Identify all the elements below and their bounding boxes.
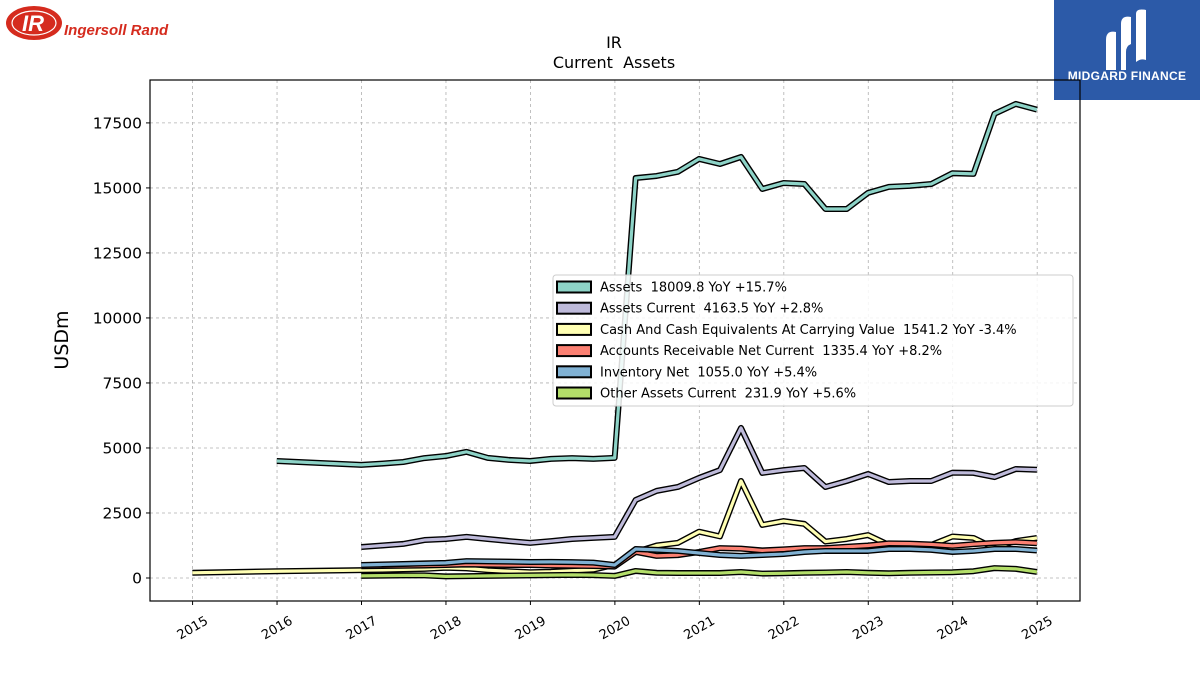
legend-series-name: Assets Current bbox=[600, 302, 695, 317]
midgard-monogram-icon bbox=[1106, 9, 1146, 70]
legend-yoy-label: YoY bbox=[746, 365, 769, 380]
x-tick-label: 2015 bbox=[175, 614, 211, 644]
series-line-inventory-net bbox=[361, 547, 1038, 567]
legend-yoy-label: YoY bbox=[785, 387, 808, 402]
legend-label: Assets 18009.8 YoY +15.7% bbox=[600, 281, 787, 296]
legend-entry: Assets Current 4163.5 YoY +2.8% bbox=[556, 301, 823, 317]
legend-label: Assets Current 4163.5 YoY +2.8% bbox=[600, 302, 823, 317]
legend-latest-value: 1335.4 bbox=[822, 344, 868, 359]
chart-title: IR bbox=[606, 33, 622, 52]
legend-yoy-value: +8.2% bbox=[898, 344, 942, 359]
ingersoll-rand-logo: IR Ingersoll Rand bbox=[6, 6, 169, 40]
legend-yoy-label: YoY bbox=[707, 281, 730, 296]
series-line-assets-current bbox=[361, 426, 1038, 549]
y-axis-label: USDm bbox=[51, 310, 73, 369]
series-line-other-assets-current bbox=[361, 566, 1038, 579]
midgard-finance-logo: MIDGARD FINANCE bbox=[1054, 0, 1200, 100]
y-tick-label: 5000 bbox=[103, 439, 142, 457]
legend-yoy-value: +5.6% bbox=[812, 387, 856, 402]
legend-label: Accounts Receivable Net Current 1335.4 Y… bbox=[600, 344, 942, 359]
legend-yoy-value: +5.4% bbox=[773, 365, 817, 380]
legend-latest-value: 1541.2 bbox=[903, 323, 949, 338]
legend-latest-value: 4163.5 bbox=[704, 302, 750, 317]
legend-yoy-label: YoY bbox=[752, 302, 775, 317]
ir-logo-oval-icon bbox=[6, 6, 62, 40]
legend-swatch bbox=[556, 386, 592, 400]
series-lines bbox=[192, 100, 1038, 580]
legend-entry: Other Assets Current 231.9 YoY +5.6% bbox=[556, 386, 856, 402]
legend-entry: Inventory Net 1055.0 YoY +5.4% bbox=[556, 365, 817, 380]
y-tick-label: 10000 bbox=[93, 309, 142, 327]
x-tick-label: 2019 bbox=[513, 614, 549, 644]
x-tick-label: 2022 bbox=[766, 614, 802, 644]
legend-entry: Accounts Receivable Net Current 1335.4 Y… bbox=[556, 344, 942, 359]
x-tick-label: 2025 bbox=[1019, 614, 1055, 644]
y-tick-label: 12500 bbox=[93, 244, 142, 262]
legend: Assets 18009.8 YoY +15.7% Assets Current … bbox=[552, 274, 1074, 407]
legend-series-name: Accounts Receivable Net Current bbox=[600, 344, 814, 359]
legend-series-name: Cash And Cash Equivalents At Carrying Va… bbox=[600, 323, 895, 338]
legend-yoy-label: YoY bbox=[871, 344, 894, 359]
x-tick-label: 2020 bbox=[597, 614, 633, 644]
x-tick-label: 2021 bbox=[682, 614, 718, 644]
midgard-logo-wordmark: MIDGARD FINANCE bbox=[1068, 69, 1187, 83]
x-tick-label: 2016 bbox=[259, 614, 295, 644]
series-line-assets bbox=[276, 102, 1038, 467]
chart-subtitle: Current Assets bbox=[553, 53, 675, 72]
y-tick-label: 17500 bbox=[93, 114, 142, 132]
legend-yoy-value: +15.7% bbox=[735, 281, 787, 296]
ir-logo-ring-icon bbox=[11, 10, 57, 36]
legend-latest-value: 18009.8 bbox=[651, 281, 705, 296]
legend-swatch bbox=[556, 280, 592, 294]
y-tick-label: 7500 bbox=[103, 374, 142, 392]
legend-entry: Assets 18009.8 YoY +15.7% bbox=[556, 280, 787, 296]
x-tick-label: 2023 bbox=[850, 614, 886, 644]
y-tick-label: 0 bbox=[132, 569, 142, 587]
legend-yoy-value: -3.4% bbox=[979, 323, 1017, 338]
y-tick-label: 15000 bbox=[93, 179, 142, 197]
legend-box bbox=[552, 274, 1074, 407]
legend-series-name: Other Assets Current bbox=[600, 387, 736, 402]
legend-label: Other Assets Current 231.9 YoY +5.6% bbox=[600, 387, 856, 402]
legend-latest-value: 1055.0 bbox=[697, 365, 743, 380]
legend-entry: Cash And Cash Equivalents At Carrying Va… bbox=[556, 322, 1017, 338]
legend-yoy-value: +2.8% bbox=[779, 302, 823, 317]
x-tick-label: 2017 bbox=[344, 614, 380, 644]
legend-swatch bbox=[556, 344, 592, 358]
legend-swatch bbox=[556, 301, 592, 315]
legend-yoy-label: YoY bbox=[952, 323, 975, 338]
legend-label: Inventory Net 1055.0 YoY +5.4% bbox=[600, 365, 817, 380]
legend-series-name: Assets bbox=[600, 281, 643, 296]
legend-swatch bbox=[556, 322, 592, 336]
legend-swatch bbox=[556, 365, 592, 379]
ir-logo-wordmark: Ingersoll Rand bbox=[64, 22, 169, 39]
legend-latest-value: 231.9 bbox=[745, 387, 782, 402]
y-tick-label: 2500 bbox=[103, 504, 142, 522]
midgard-logo-background bbox=[1054, 0, 1200, 100]
x-tick-label: 2018 bbox=[428, 614, 464, 644]
legend-label: Cash And Cash Equivalents At Carrying Va… bbox=[600, 323, 1017, 338]
legend-series-name: Inventory Net bbox=[600, 365, 689, 380]
ir-logo-mark: IR bbox=[22, 11, 44, 36]
x-tick-label: 2024 bbox=[935, 614, 971, 644]
